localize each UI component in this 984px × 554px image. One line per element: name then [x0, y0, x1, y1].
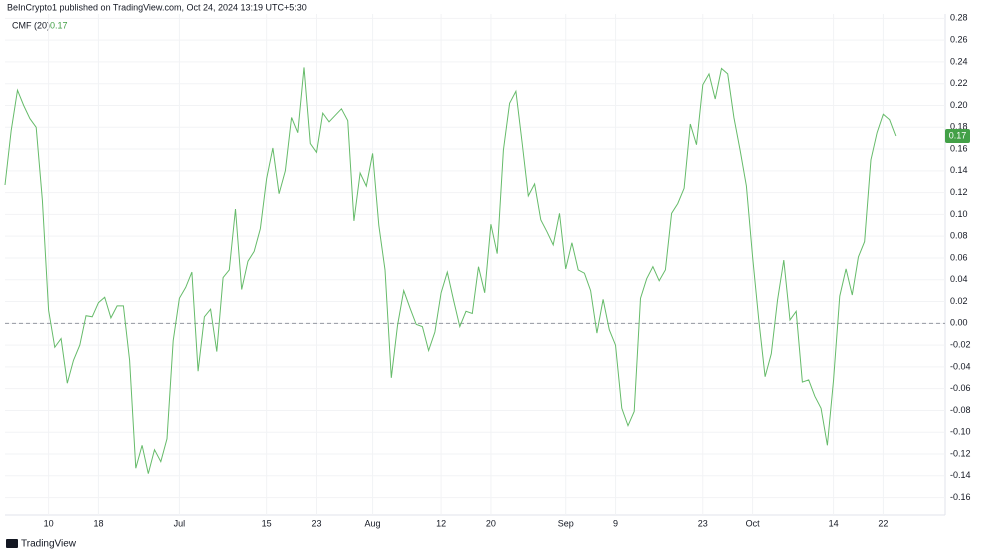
y-tick-label: 0.18: [950, 122, 968, 132]
x-tick-label: 18: [93, 518, 103, 528]
y-tick-label: 0.06: [950, 252, 968, 262]
header: BeInCrypto1 published on TradingView.com…: [7, 2, 307, 12]
last-value-badge: [945, 128, 970, 143]
y-tick-label: 0.00: [950, 318, 968, 328]
legend-name: CMF (20): [12, 20, 50, 30]
y-tick-label: 0.26: [950, 35, 968, 45]
y-tick-label: -0.12: [950, 448, 971, 458]
last-value-label: 0.17: [949, 130, 967, 140]
y-tick-label: -0.04: [950, 361, 971, 371]
y-tick-label: 0.24: [950, 56, 968, 66]
x-tick-label: 23: [698, 518, 708, 528]
legend-value: 0.17: [50, 20, 68, 30]
y-tick-label: 0.16: [950, 143, 968, 153]
logo: [6, 539, 18, 548]
y-tick-label: -0.10: [950, 427, 971, 437]
x-tick-label: 20: [486, 518, 496, 528]
x-tick-label: 15: [262, 518, 272, 528]
x-tick-label: 14: [829, 518, 839, 528]
y-tick-label: 0.04: [950, 274, 968, 284]
y-tick-label: 0.22: [950, 78, 968, 88]
y-tick-label: 0.10: [950, 209, 968, 219]
y-tick-label: 0.14: [950, 165, 968, 175]
x-tick-label: 22: [878, 518, 888, 528]
y-tick-label: -0.02: [950, 339, 971, 349]
y-tick-label: 0.28: [950, 13, 968, 23]
cmf-line: [4, 67, 897, 474]
x-tick-label: 9: [613, 518, 618, 528]
y-tick-label: -0.16: [950, 492, 971, 502]
y-tick-label: 0.02: [950, 296, 968, 306]
y-tick-label: 0.12: [950, 187, 968, 197]
x-tick-label: Sep: [558, 518, 574, 528]
x-tick-label: Oct: [746, 518, 761, 528]
x-tick-label: 23: [311, 518, 321, 528]
x-tick-label: Jul: [174, 518, 186, 528]
footer: TradingView: [21, 539, 77, 550]
y-tick-label: 0.08: [950, 231, 968, 241]
y-tick-label: -0.06: [950, 383, 971, 393]
x-tick-label: Aug: [365, 518, 381, 528]
y-tick-label: -0.08: [950, 405, 971, 415]
y-tick-label: 0.20: [950, 100, 968, 110]
x-tick-label: 12: [436, 518, 446, 528]
grid: [5, 14, 945, 515]
x-tick-label: 10: [44, 518, 54, 528]
y-tick-label: -0.14: [950, 470, 971, 480]
